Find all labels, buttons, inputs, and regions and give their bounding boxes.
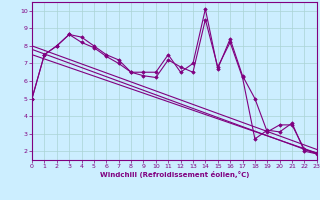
X-axis label: Windchill (Refroidissement éolien,°C): Windchill (Refroidissement éolien,°C) <box>100 171 249 178</box>
